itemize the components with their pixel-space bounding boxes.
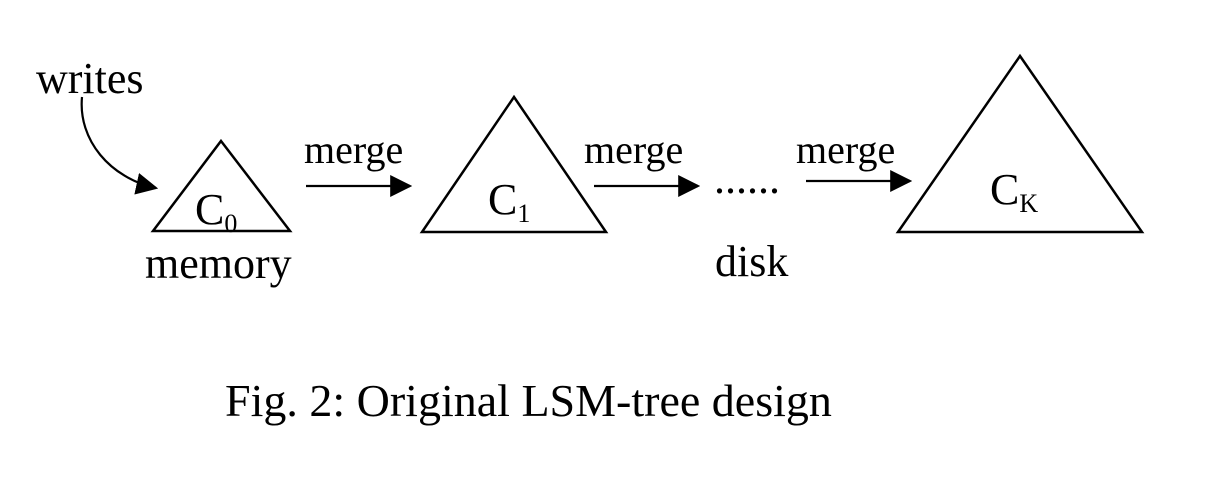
disk-label: disk <box>715 237 788 286</box>
memory-label: memory <box>145 239 292 288</box>
writes-arrow <box>80 96 159 195</box>
ck-triangle <box>895 53 1145 234</box>
component-c0: C0 <box>150 138 293 238</box>
c0-label: C0 <box>195 185 237 238</box>
c0-triangle <box>150 138 293 233</box>
writes-label: writes <box>36 54 144 103</box>
c1-label: C1 <box>488 175 530 228</box>
c1-triangle <box>419 94 609 234</box>
ellipsis: ...... <box>714 154 780 203</box>
component-c1: C1 <box>419 94 609 234</box>
ck-label: CK <box>990 165 1038 218</box>
merge-label-1: merge <box>304 127 403 172</box>
component-ck: CK <box>895 53 1145 234</box>
merge-label-2: merge <box>584 127 683 172</box>
merge-label-3: merge <box>796 127 895 172</box>
figure-caption: Fig. 2: Original LSM-tree design <box>225 375 832 426</box>
